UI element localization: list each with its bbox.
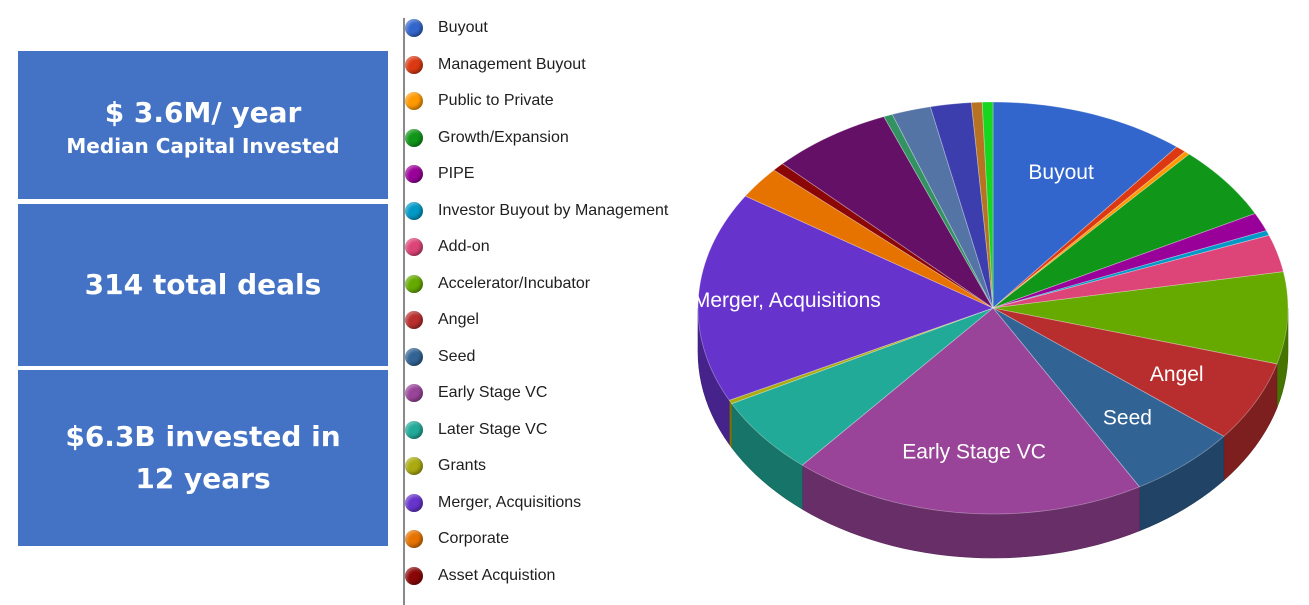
pie-slice-angel [992,307,1278,437]
slice-label-seed: Seed [1103,406,1152,429]
legend-swatch [405,92,423,110]
pie-slice-unlabeled-18 [891,106,994,309]
pie-slice-merger-acquisitions [697,195,995,401]
legend-swatch [405,128,423,147]
pie-slice-grants [728,307,994,405]
kpi-invested-value: $6.3B invested in 12 years [65,420,341,495]
legend-swatch [405,238,423,256]
legend-item-add-on: Add-on [403,233,490,261]
pie-side-grants [728,399,733,449]
pie-slice-unlabeled-16 [781,116,994,309]
legend-swatch [405,384,423,402]
slice-label-merger-acquisitions: Merger, Acquisitions [693,289,881,312]
legend-label: Corporate [438,530,510,547]
pie-labels: Buyout Angel Seed Early Stage VC Merger, Acq… [693,161,1204,464]
legend-swatch [405,165,423,183]
legend-swatch [405,457,423,475]
pie-slice-asset-acquistion [773,163,994,309]
pie-slice-later-stage-vc [731,307,994,466]
legend-label: Buyout [438,19,488,36]
pie-slice-early-stage-vc [801,307,1141,515]
slice-label-early-stage-vc: Early Stage VC [902,441,1046,464]
legend-label: Grants [438,457,487,474]
legend-swatch [405,311,423,329]
legend-label: Investor Buyout by Management [438,201,669,219]
legend-swatch [405,566,423,585]
legend-swatch [405,201,423,220]
legend-item-growth-expansion: Growth/Expansion [403,124,569,152]
legend-item-corporate: Corporate [403,525,509,553]
pie-slice-unlabeled-20 [970,101,994,309]
kpi-median-capital-caption: Median Capital Invested [66,134,340,158]
legend-swatch [405,530,423,548]
legend-item-later-stage-vc: Later Stage VC [403,416,547,444]
pie-slice-unlabeled-19 [929,102,994,309]
legend-item-pipe: PIPE [403,160,474,188]
legend-label: Management Buyout [438,55,586,73]
kpi-total-deals-value: 314 total deals [84,268,322,301]
legend-item-accelerator-incubator: Accelerator/Incubator [403,270,590,298]
legend-item-investor-buyout-by-management: Investor Buyout by Management [403,197,668,225]
legend-item-management-buyout: Management Buyout [403,51,586,79]
legend-item-angel: Angel [403,306,479,334]
pie-slice-unlabeled-17 [883,113,994,309]
legend-swatch [405,274,423,293]
legend-label: Seed [438,347,476,365]
legend-label: Later Stage VC [438,420,548,438]
pie-slices [697,101,1289,515]
kpi-total-deals: 314 total deals [18,204,388,366]
legend-label: Add-on [438,238,490,255]
legend-item-asset-acquistion: Asset Acquistion [403,562,555,590]
legend-label: Growth/Expansion [438,128,569,146]
legend-item-merger-acquisitions: Merger, Acquisitions [403,489,581,517]
legend-divider [403,18,405,605]
pie-slice-growth-expansion [992,153,1256,309]
kpi-median-capital: $ 3.6M/ year Median Capital Invested [18,51,388,199]
pie-slice-public-to-private [992,151,1190,309]
legend-item-early-stage-vc: Early Stage VC [403,379,547,407]
legend-swatch [405,420,423,439]
pie-slice-corporate [744,169,994,309]
pie-slice-pipe [992,212,1268,309]
legend-label: Asset Acquistion [438,566,556,584]
slice-label-buyout: Buyout [1028,161,1094,184]
legend-label: Early Stage VC [438,384,548,401]
legend-label: Angel [438,311,479,328]
legend-label: Merger, Acquisitions [438,493,582,511]
pie-slice-add-on [992,234,1284,309]
pie-slice-seed [992,307,1225,488]
legend-item-buyout: Buyout [403,14,488,42]
legend-swatch [405,493,423,512]
legend-item-grants: Grants [403,452,486,480]
pie-slice-accelerator-incubator [992,271,1289,365]
pie-slice-unlabeled-21 [981,101,994,309]
legend-item-public-to-private: Public to Private [403,87,554,115]
legend-label: Public to Private [438,92,554,109]
legend-swatch [405,19,423,37]
legend-label: Accelerator/Incubator [438,274,591,292]
kpi-median-capital-value: $ 3.6M/ year [104,96,302,129]
kpi-invested: $6.3B invested in 12 years [18,370,388,546]
slice-label-angel: Angel [1150,363,1204,386]
pie-slice-buyout [992,101,1178,309]
legend-swatch [405,347,423,366]
legend-item-seed: Seed [403,343,475,371]
legend-swatch [405,55,423,74]
legend-label: PIPE [438,165,475,182]
